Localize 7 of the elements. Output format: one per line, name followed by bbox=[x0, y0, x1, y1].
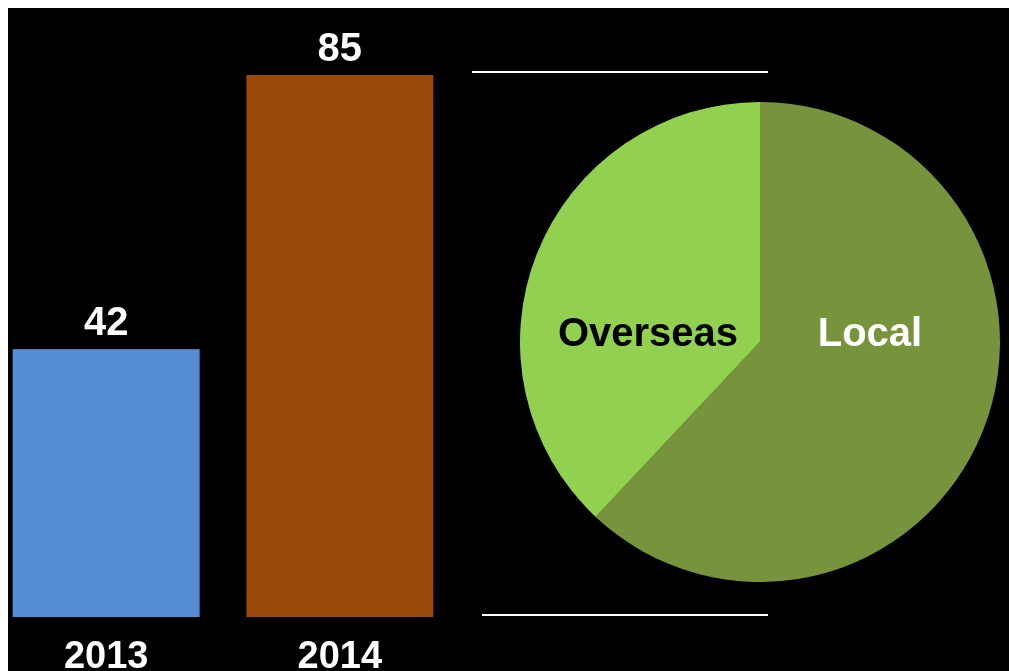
x-tick-label: 2013 bbox=[63, 634, 149, 671]
data-label: 85 bbox=[317, 25, 363, 69]
data-label: 42 bbox=[83, 299, 129, 344]
slice-label: Overseas bbox=[557, 310, 739, 354]
pie-slice bbox=[520, 102, 760, 517]
x-tick-label: 2014 bbox=[297, 634, 383, 671]
slice-label: Local bbox=[817, 310, 923, 354]
